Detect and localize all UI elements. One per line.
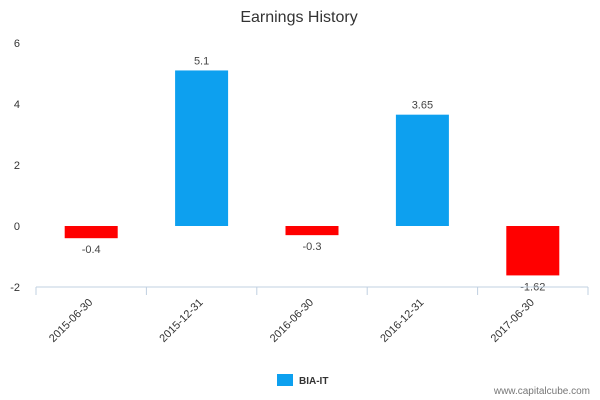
y-tick-label: 6: [14, 38, 20, 50]
y-tick-label: 0: [14, 221, 20, 233]
data-labels: -0.45.1-0.33.65-1.62: [82, 55, 546, 293]
bar-series: [64, 70, 560, 276]
y-tick-label: -2: [10, 282, 20, 294]
legend[interactable]: BIA-IT: [277, 374, 328, 387]
legend-label: BIA-IT: [299, 376, 328, 387]
y-tick-label: 4: [14, 99, 20, 111]
bar[interactable]: [395, 114, 449, 226]
y-tick-label: 2: [14, 160, 20, 172]
x-tick-label: 2016-12-31: [378, 297, 426, 345]
x-axis: 2015-06-30 2015-12-31 2016-06-30 2016-12-31…: [35, 286, 589, 345]
bar[interactable]: [64, 226, 118, 239]
bar[interactable]: [506, 226, 560, 276]
bar[interactable]: [285, 226, 339, 236]
x-tick-label: 2015-12-31: [157, 297, 205, 345]
y-axis: -2 0 2 4 6: [10, 38, 20, 294]
data-label: 5.1: [194, 55, 209, 67]
credit-text: www.capitalcube.com: [493, 386, 590, 397]
x-tick-label: 2017-06-30: [489, 297, 537, 345]
legend-swatch: [277, 374, 293, 386]
data-label: -0.3: [303, 241, 322, 253]
x-tick-label: 2016-06-30: [268, 297, 316, 345]
data-label: -0.4: [82, 244, 101, 256]
data-label: 3.65: [412, 100, 433, 112]
bar[interactable]: [175, 70, 229, 226]
chart-title: Earnings History: [240, 9, 357, 26]
x-tick-label: 2015-06-30: [47, 297, 95, 345]
